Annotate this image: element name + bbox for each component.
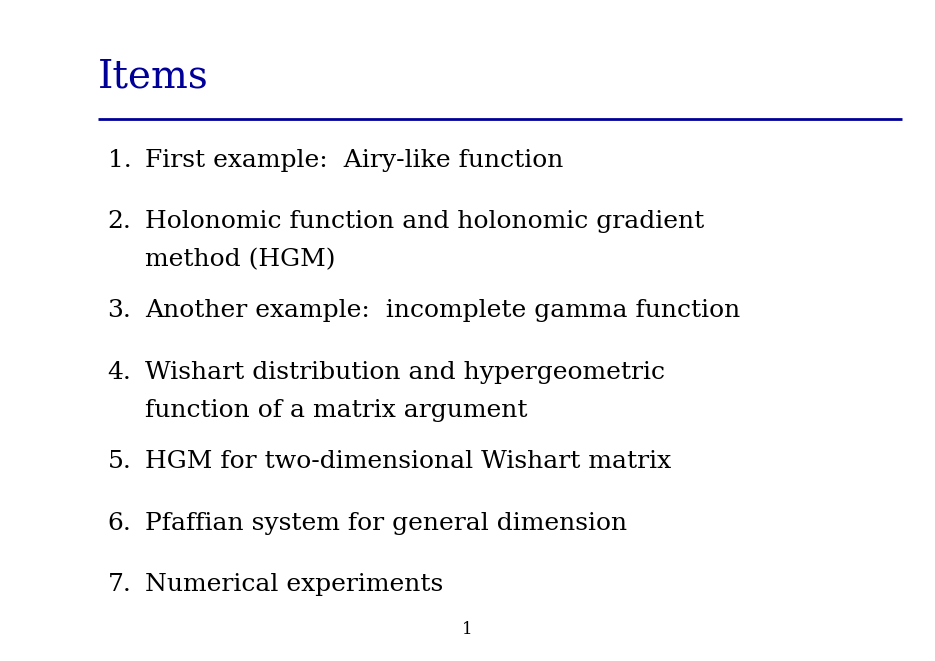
Text: 7.: 7. [108, 573, 132, 596]
Text: Pfaffian system for general dimension: Pfaffian system for general dimension [145, 512, 627, 535]
Text: method (HGM): method (HGM) [145, 249, 336, 271]
Text: Holonomic function and holonomic gradient: Holonomic function and holonomic gradien… [145, 210, 704, 233]
Text: First example:  Airy-like function: First example: Airy-like function [145, 149, 563, 172]
Text: 3.: 3. [108, 299, 132, 323]
Text: Wishart distribution and hypergeometric: Wishart distribution and hypergeometric [145, 361, 665, 384]
Text: 4.: 4. [108, 361, 132, 384]
Text: Numerical experiments: Numerical experiments [145, 573, 443, 596]
Text: Another example:  incomplete gamma function: Another example: incomplete gamma functi… [145, 299, 741, 323]
Text: 6.: 6. [108, 512, 132, 535]
Text: 1: 1 [462, 621, 473, 638]
Text: HGM for two-dimensional Wishart matrix: HGM for two-dimensional Wishart matrix [145, 450, 671, 473]
Text: function of a matrix argument: function of a matrix argument [145, 399, 527, 422]
Text: Items: Items [98, 59, 209, 96]
Text: 2.: 2. [108, 210, 132, 233]
Text: 5.: 5. [108, 450, 132, 473]
Text: 1.: 1. [108, 149, 131, 172]
